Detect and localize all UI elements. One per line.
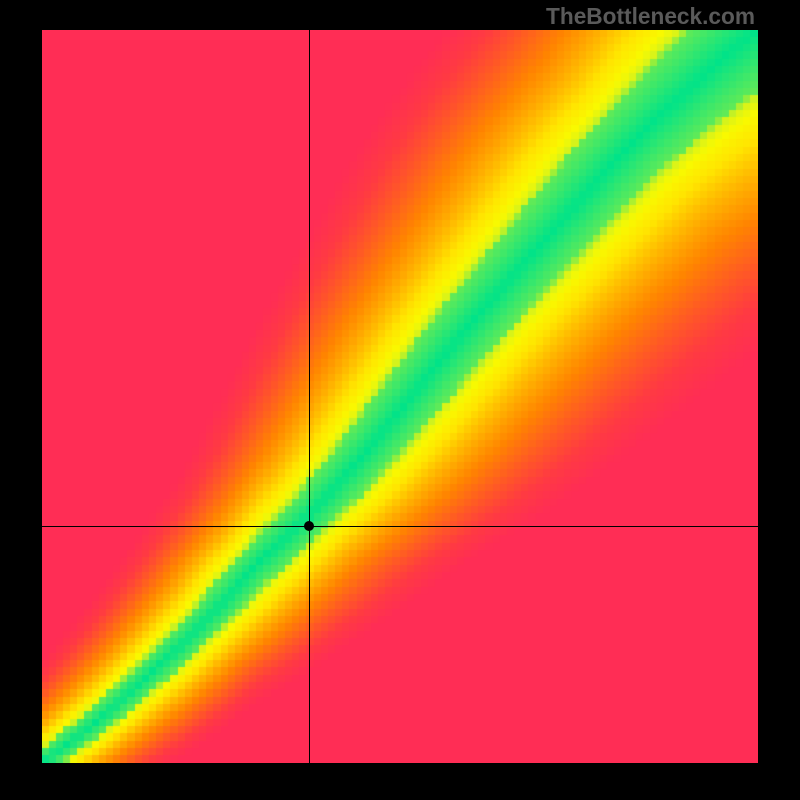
heatmap-canvas xyxy=(42,30,758,763)
heatmap-plot xyxy=(42,30,758,763)
crosshair-marker-dot xyxy=(304,521,314,531)
crosshair-vertical xyxy=(309,30,310,763)
watermark-text: TheBottleneck.com xyxy=(546,3,755,30)
crosshair-horizontal xyxy=(42,526,758,527)
